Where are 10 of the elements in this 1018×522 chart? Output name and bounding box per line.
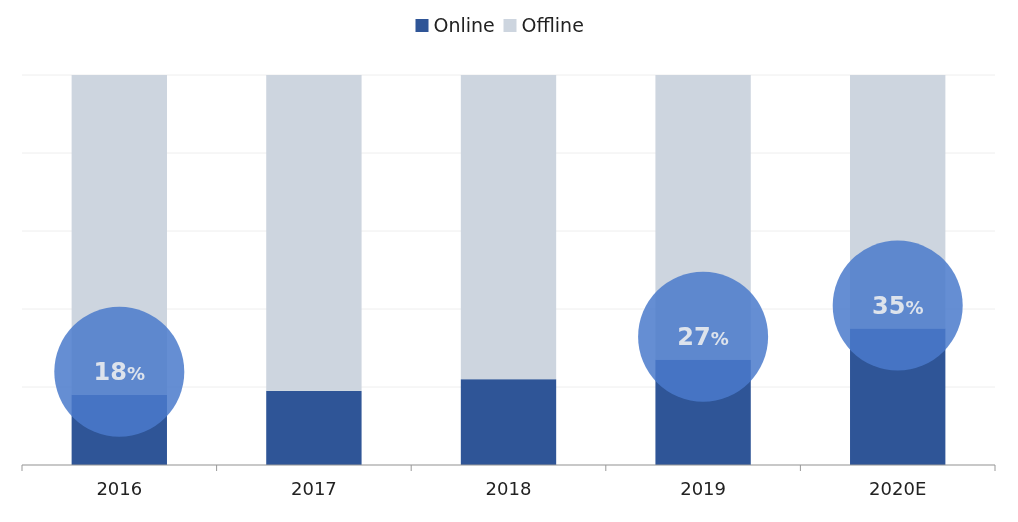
x-tick-label: 2018: [485, 478, 532, 499]
data-label: 18%: [93, 358, 146, 387]
legend-label: Offline: [521, 14, 584, 36]
x-tick-label: 2019: [680, 478, 727, 499]
x-tick-label: 2016: [96, 478, 143, 499]
legend-label: Online: [433, 14, 495, 36]
x-tick-label: 2017: [290, 478, 337, 499]
data-label: 27%: [677, 323, 729, 352]
data-label: 35%: [871, 291, 924, 320]
x-tick-label: 2020E: [869, 478, 927, 499]
